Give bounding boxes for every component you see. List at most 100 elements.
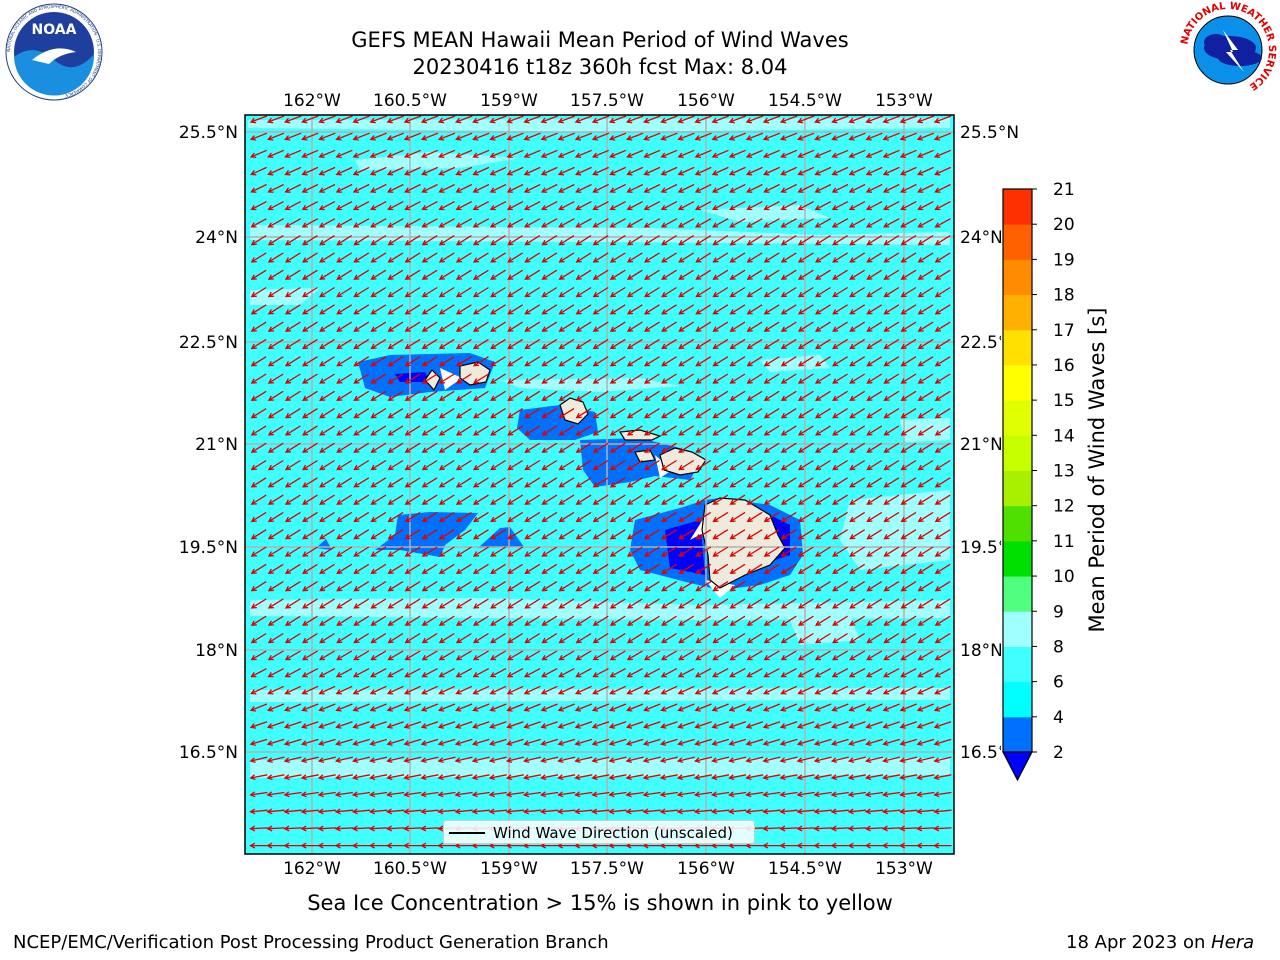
wave-arrow-1033: [387, 546, 404, 557]
wave-arrow-1687: [351, 825, 371, 832]
wave-arrow-1344: [797, 668, 815, 678]
wave-arrow-627: [455, 373, 472, 384]
wave-arrow-1639: [933, 791, 952, 798]
wave-arrow-1260: [763, 632, 780, 644]
wave-arrow-1474: [916, 721, 935, 729]
wave-arrow-209: [318, 201, 336, 211]
wave-arrow-641: [695, 373, 712, 384]
wave-arrow-187: [643, 183, 661, 193]
wave-arrow-916: [490, 494, 506, 505]
colorbar-segment-6: [1003, 505, 1032, 542]
wave-arrow-1628: [745, 791, 764, 798]
wave-arrow-289: [284, 235, 301, 246]
wave-arrow-1458: [643, 721, 661, 729]
wave-arrow-772: [832, 425, 848, 436]
wave-arrow-4: [318, 115, 336, 124]
wave-arrow-878: [541, 477, 558, 488]
wave-arrow-1538: [608, 756, 627, 764]
wave-arrow-366: [900, 252, 917, 263]
wave-arrow-1648: [385, 808, 405, 815]
wave-arrow-1402: [386, 703, 404, 712]
wave-arrow-790: [438, 442, 455, 453]
wave-arrow-354: [695, 252, 712, 263]
wave-arrow-443: [814, 286, 831, 298]
wave-arrow-962: [575, 511, 592, 523]
wave-arrow-906: [319, 494, 335, 505]
wave-arrow-1266: [866, 632, 883, 644]
wave-arrow-490: [917, 304, 934, 315]
noaa-logo-text: NOAA: [32, 22, 77, 38]
wave-arrow-808: [746, 442, 763, 453]
wave-arrow-106: [660, 149, 678, 159]
wave-arrow-359: [780, 252, 797, 263]
wave-arrow-1127: [592, 581, 609, 592]
wave-arrow-1514: [899, 738, 918, 746]
wave-arrow-1203: [490, 615, 506, 626]
wave-arrow-1760: [898, 842, 918, 849]
wave-arrow-263: [541, 218, 558, 228]
wave-arrow-1395: [266, 703, 285, 712]
wave-arrow-24: [660, 115, 678, 124]
wave-arrow-1040: [507, 546, 524, 557]
wave-arrow-161: [899, 166, 917, 176]
wave-arrow-298: [438, 235, 455, 246]
wave-arrow-453: [284, 304, 301, 315]
wave-arrow-1496: [591, 738, 610, 746]
wave-arrow-1383: [763, 685, 780, 695]
wave-arrow-1265: [849, 632, 866, 644]
wave-arrow-1134: [712, 581, 729, 592]
wave-arrow-761: [643, 425, 660, 436]
wave-arrow-615: [250, 373, 267, 384]
wave-arrow-565: [797, 338, 814, 350]
wave-arrow-766: [729, 425, 746, 436]
wave-arrow-1618: [574, 791, 593, 798]
wave-arrow-1467: [796, 721, 815, 729]
wave-arrow-396: [712, 269, 729, 280]
wave-arrow-1751: [745, 842, 764, 849]
wave-arrow-1651: [437, 808, 456, 815]
wave-arrow-943: [250, 511, 267, 523]
wave-arrow-1140: [814, 581, 831, 592]
wave-arrow-475: [661, 304, 677, 315]
wave-arrow-1377: [660, 685, 678, 695]
wave-arrow-440: [763, 286, 780, 298]
wave-arrow-334: [353, 252, 370, 263]
wave-arrow-636: [609, 373, 626, 384]
wave-arrow-638: [643, 373, 660, 384]
wave-arrow-681: [678, 390, 695, 402]
wave-arrow-1595: [882, 774, 901, 781]
wave-arrow-926: [661, 494, 677, 505]
wave-arrow-1322: [421, 668, 438, 678]
wave-arrow-867: [353, 477, 370, 488]
wave-arrow-356: [729, 252, 746, 263]
wave-arrow-237: [797, 201, 814, 211]
wave-arrow-1677: [881, 808, 901, 815]
wave-arrow-252: [352, 218, 370, 228]
wave-arrow-254: [387, 218, 404, 228]
wave-arrow-942: [934, 494, 951, 505]
wave-arrow-1596: [899, 774, 918, 781]
wave-arrow-1188: [934, 598, 951, 609]
wave-arrow-1689: [385, 825, 405, 832]
wave-arrow-60: [574, 132, 593, 141]
light-patch-2: [250, 225, 950, 245]
wave-arrow-958: [507, 511, 524, 523]
wave-arrow-1094: [729, 563, 746, 575]
wave-arrow-818: [917, 442, 934, 453]
wave-arrow-561: [729, 338, 746, 350]
wave-arrow-1670: [762, 808, 781, 815]
wave-arrow-1225: [866, 615, 883, 626]
wave-arrow-1155: [370, 598, 387, 609]
wave-arrow-217: [455, 201, 472, 211]
wave-arrow-470: [575, 304, 592, 315]
wave-arrow-542: [404, 338, 421, 350]
wave-arrow-1166: [558, 598, 575, 609]
wave-arrow-1572: [488, 774, 507, 781]
wave-arrow-689: [814, 390, 831, 402]
wave-arrow-1215: [695, 615, 712, 626]
wave-arrow-292: [336, 235, 353, 246]
wave-arrow-141: [557, 166, 575, 176]
wave-arrow-1071: [336, 563, 353, 575]
wave-arrow-931: [746, 494, 763, 505]
wave-arrow-120: [899, 149, 917, 159]
